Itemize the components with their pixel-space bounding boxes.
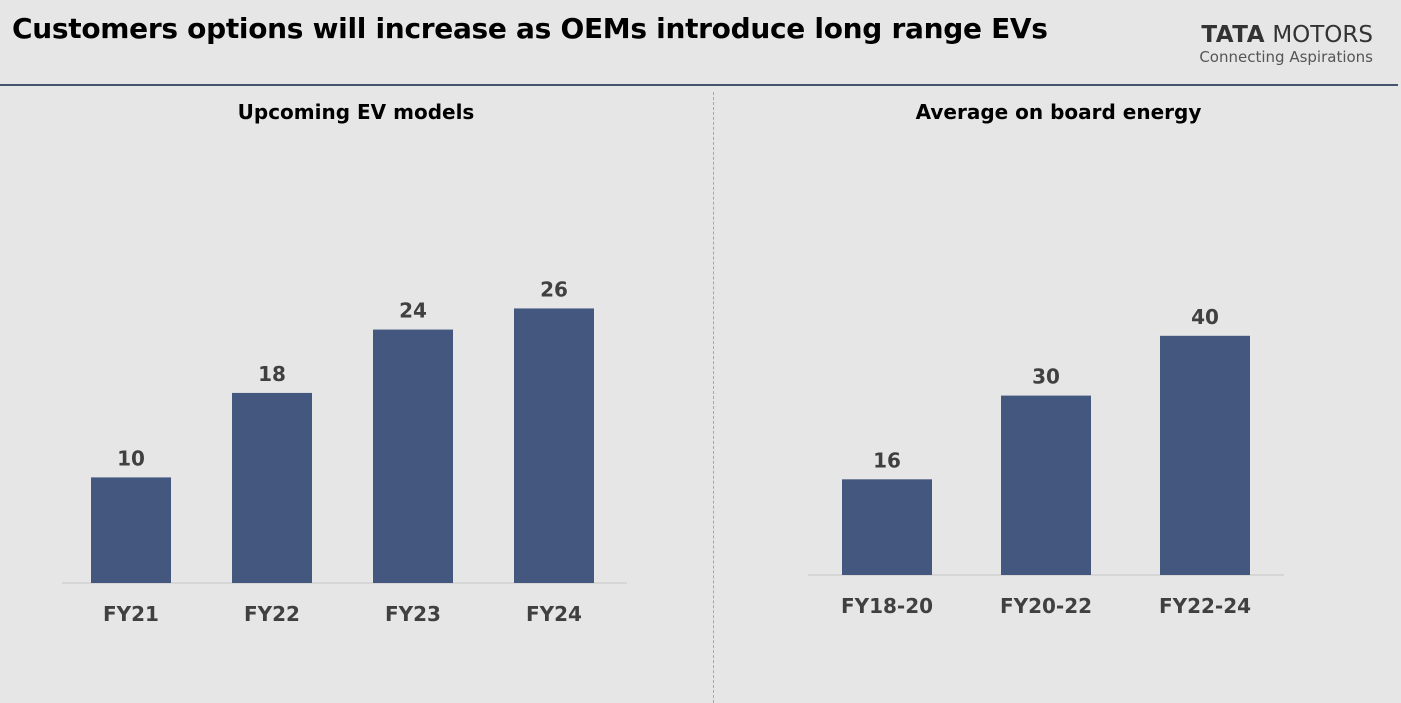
x-tick-label: FY18-20 [841, 594, 933, 618]
bar-fy22 [232, 392, 312, 583]
x-tick-label: FY23 [385, 602, 441, 626]
tata-motors-logo: TATA MOTORS Connecting Aspirations [1199, 22, 1373, 66]
chart-svg-upcoming-ev-models: 10 FY21 18 FY22 24 FY23 26 FY24 [62, 277, 627, 626]
bar-fy23 [373, 329, 453, 583]
x-tick-label: FY22-24 [1159, 594, 1251, 618]
chart-title: Upcoming EV models [237, 100, 475, 124]
bar-fy24 [514, 308, 594, 583]
bar-fy18-20 [842, 479, 932, 575]
bar-fy20-22 [1001, 395, 1091, 575]
data-label: 26 [540, 277, 568, 301]
logo-brand: TATA MOTORS [1199, 22, 1373, 48]
data-label: 18 [258, 362, 286, 386]
x-tick-label: FY20-22 [1000, 594, 1092, 618]
header-divider [0, 84, 1398, 86]
chart-title: Average on board energy [915, 100, 1202, 124]
data-label: 24 [399, 299, 427, 323]
chart-upcoming-ev-models: 10 FY21 18 FY22 24 FY23 26 FY24 Upcoming EV mod… [0, 86, 712, 703]
header: Customers options will increase as OEMs … [0, 0, 1401, 84]
x-tick-label: FY22 [244, 602, 300, 626]
bar-fy21 [91, 477, 171, 583]
chart-svg-average-on-board-energy: 16 FY18-20 30 FY20-22 40 FY22-24 [808, 305, 1284, 618]
data-label: 10 [117, 446, 145, 470]
data-label: 30 [1032, 365, 1060, 389]
logo-brand-bold: TATA [1201, 22, 1265, 48]
data-label: 16 [873, 448, 901, 472]
data-label: 40 [1191, 305, 1219, 329]
x-tick-label: FY21 [103, 602, 159, 626]
panel-divider [713, 92, 714, 703]
chart-average-on-board-energy: 16 FY18-20 30 FY20-22 40 FY22-24 Average on b… [716, 86, 1401, 703]
logo-tagline: Connecting Aspirations [1199, 48, 1373, 66]
logo-brand-text: MOTORS [1272, 22, 1373, 48]
page-title: Customers options will increase as OEMs … [12, 12, 1048, 45]
bar-fy22-24 [1160, 335, 1250, 575]
x-tick-label: FY24 [526, 602, 582, 626]
